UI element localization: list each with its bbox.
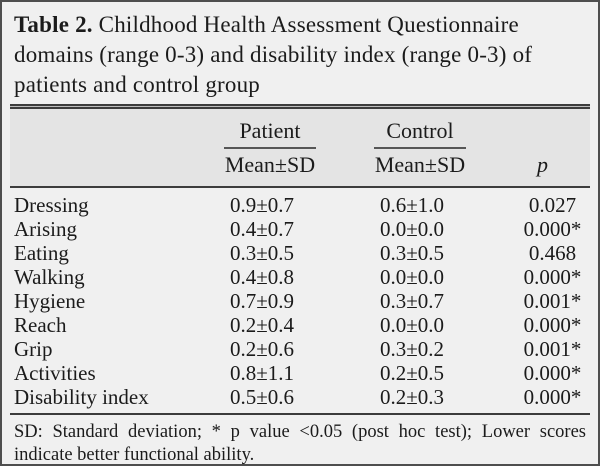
control-value: 0.3±0.2	[379, 337, 445, 361]
p-value: 0.000*	[523, 385, 582, 409]
patient-value: 0.4±0.8	[229, 265, 295, 289]
row-label: Hygiene	[14, 289, 86, 313]
control-value: 0.3±0.5	[379, 241, 445, 265]
control-value: 0.2±0.3	[379, 385, 445, 409]
row-label: Activities	[14, 361, 96, 385]
patient-value: 0.7±0.9	[229, 289, 295, 313]
table-row: Disability index 0.5±0.6 0.2±0.3 0.000*	[2, 385, 598, 409]
control-value: 0.0±0.0	[379, 265, 445, 289]
sub-header-row: Mean±SD Mean±SD p	[10, 149, 590, 186]
p-value: 0.000*	[523, 313, 582, 337]
control-value: 0.6±1.0	[379, 193, 445, 217]
control-value: 0.2±0.5	[379, 361, 445, 385]
table-row: Reach 0.2±0.4 0.0±0.0 0.000*	[2, 313, 598, 337]
row-label: Eating	[14, 241, 69, 265]
table-caption-text: Childhood Health Assessment Questionnair…	[14, 12, 533, 97]
col-group-control-label: Control	[374, 118, 466, 149]
row-label: Reach	[14, 313, 67, 337]
table-row: Activities 0.8±1.1 0.2±0.5 0.000*	[2, 361, 598, 385]
patient-value: 0.2±0.4	[229, 313, 295, 337]
row-label: Walking	[14, 265, 85, 289]
p-value: 0.027	[528, 193, 577, 217]
p-value: 0.001*	[523, 289, 582, 313]
p-value: 0.001*	[523, 337, 582, 361]
footnote-rule	[10, 413, 590, 415]
p-value: 0.000*	[523, 361, 582, 385]
row-label: Disability index	[14, 385, 149, 409]
row-label: Grip	[14, 337, 53, 361]
table-caption-number: Table 2.	[14, 12, 93, 37]
table-row: Walking 0.4±0.8 0.0±0.0 0.000*	[2, 265, 598, 289]
patient-value: 0.2±0.6	[229, 337, 295, 361]
table-row: Arising 0.4±0.7 0.0±0.0 0.000*	[2, 217, 598, 241]
table-row: Hygiene 0.7±0.9 0.3±0.7 0.001*	[2, 289, 598, 313]
p-value: 0.000*	[523, 217, 582, 241]
p-value: 0.468	[528, 241, 577, 265]
header-band: Patient Control Mean±SD Mean±SD p	[10, 107, 590, 188]
table-body: Dressing 0.9±0.7 0.6±1.0 0.027 Arising 0…	[2, 188, 598, 413]
title-rule	[10, 104, 590, 107]
row-label: Arising	[14, 217, 77, 241]
footnote: SD: Standard deviation; * p value <0.05 …	[14, 422, 586, 465]
patient-value: 0.4±0.7	[229, 217, 295, 241]
patient-mean-sd-header: Mean±SD	[224, 152, 316, 177]
control-value: 0.0±0.0	[379, 217, 445, 241]
table-row: Grip 0.2±0.6 0.3±0.2 0.001*	[2, 337, 598, 361]
patient-value: 0.9±0.7	[229, 193, 295, 217]
control-mean-sd-header: Mean±SD	[374, 152, 466, 177]
control-value: 0.3±0.7	[379, 289, 445, 313]
patient-value: 0.5±0.6	[229, 385, 295, 409]
p-column-header: p	[537, 152, 548, 177]
table-row: Eating 0.3±0.5 0.3±0.5 0.468	[2, 241, 598, 265]
p-value: 0.000*	[523, 265, 582, 289]
col-group-patient-label: Patient	[224, 118, 316, 149]
table-caption: Table 2. Childhood Health Assessment Que…	[2, 2, 598, 104]
patient-value: 0.8±1.1	[229, 361, 295, 385]
column-group-row: Patient Control	[10, 109, 590, 149]
patient-value: 0.3±0.5	[229, 241, 295, 265]
row-label: Dressing	[14, 193, 89, 217]
control-value: 0.0±0.0	[379, 313, 445, 337]
table-row: Dressing 0.9±0.7 0.6±1.0 0.027	[2, 193, 598, 217]
